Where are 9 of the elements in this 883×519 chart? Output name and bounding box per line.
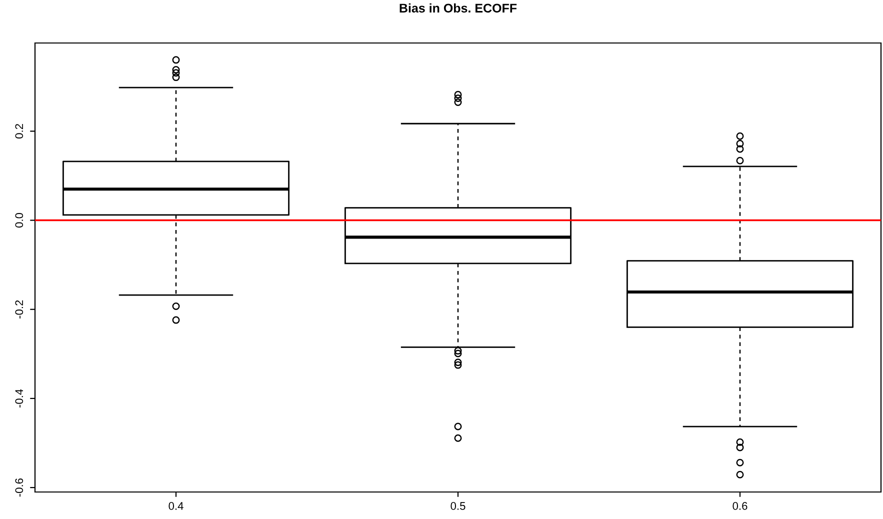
y-tick-label: 0.0 [15, 212, 24, 228]
x-tick-label: 0.5 [450, 502, 466, 510]
x-tick-label: 0.6 [732, 502, 748, 510]
y-tick-label: 0.2 [15, 124, 24, 138]
y-tick-label: -0.4 [15, 389, 24, 408]
x-tick-label: 0.4 [168, 502, 184, 510]
y-tick-label: -0.6 [15, 478, 24, 497]
chart-title: Bias in Obs. ECOFF [400, 3, 517, 13]
y-tick-label: -0.2 [15, 300, 24, 318]
